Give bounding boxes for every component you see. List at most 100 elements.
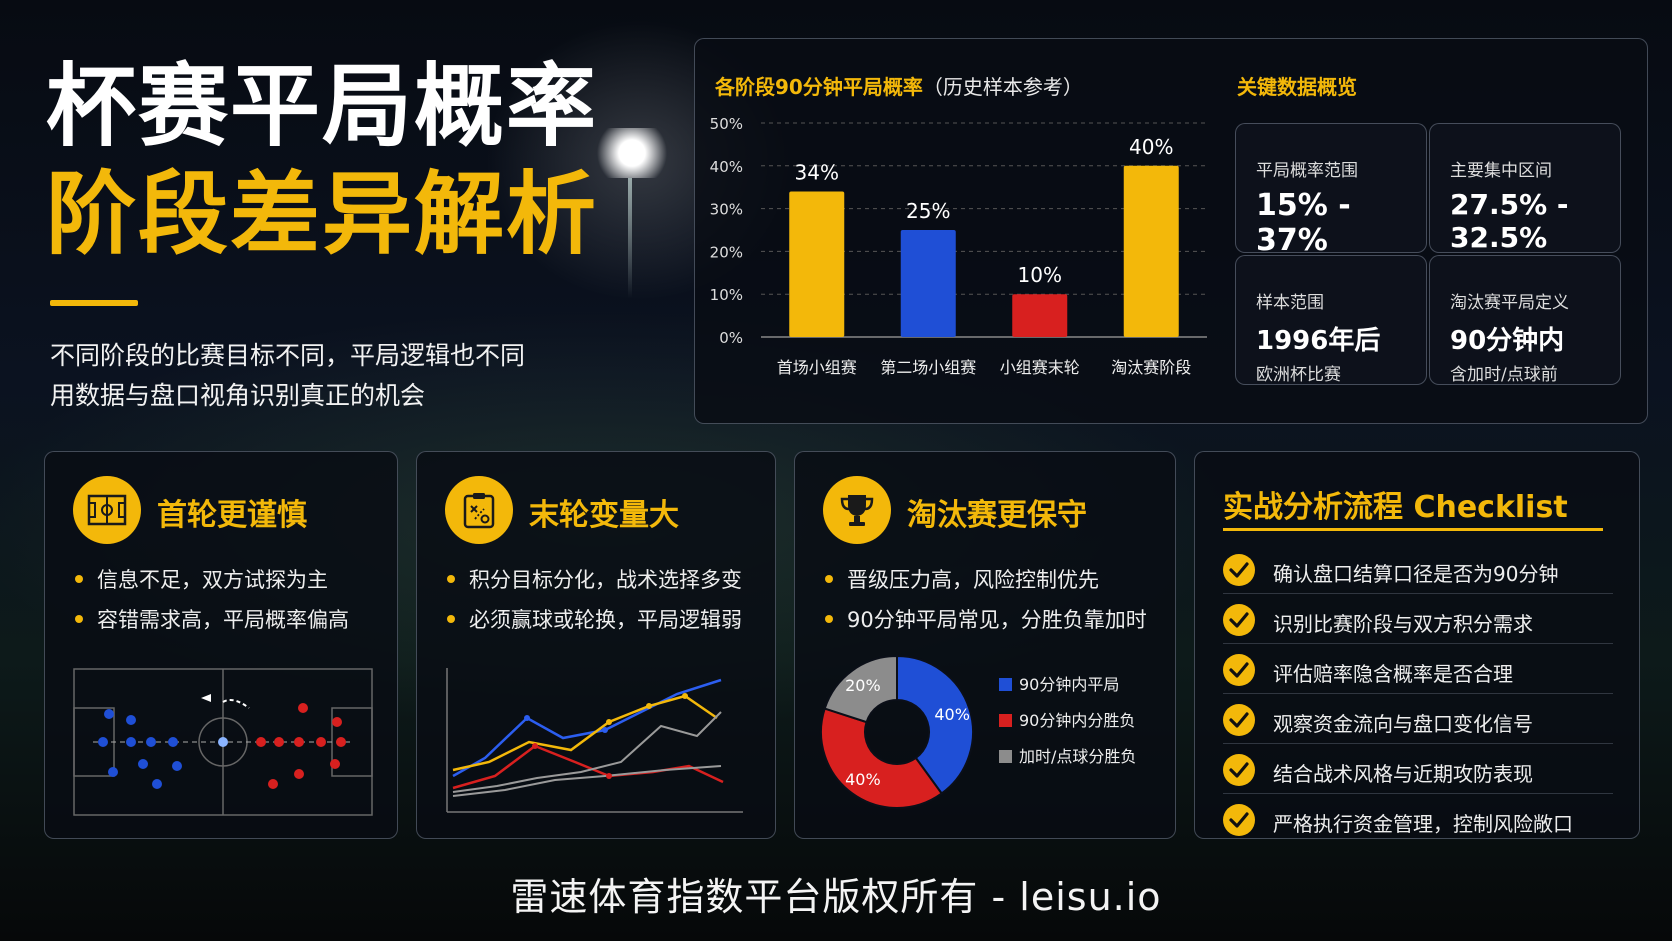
title-underline <box>50 300 138 306</box>
check-icon <box>1223 754 1255 786</box>
legend-label: 加时/点球分胜负 <box>1019 747 1136 766</box>
checklist-item-text: 观察资金流向与盘口变化信号 <box>1273 712 1533 736</box>
draw-rate-chart-panel: 各阶段90分钟平局概率（历史样本参考） 0% 10% 20% 30% 40% 50% 34%… <box>694 38 1648 424</box>
floodlight-pole <box>628 178 632 298</box>
bar-value-label: 25% <box>906 199 950 223</box>
main-title-line1: 杯赛平局概率 <box>46 54 598 159</box>
card-bullet: 必须赢球或轮换，平局逻辑弱 <box>447 604 742 634</box>
donut-slice <box>820 707 944 809</box>
tactics-board-icon <box>73 476 141 544</box>
check-icon <box>1223 704 1255 736</box>
key-data-card-main-interval: 主要集中区间 27.5% - 32.5% <box>1429 123 1621 254</box>
legend-label: 90分钟内分胜负 <box>1019 711 1135 730</box>
key-data-value: 27.5% - 32.5% <box>1450 188 1569 254</box>
clipboard-strategy-icon <box>445 476 513 544</box>
main-title-line2: 阶段差异解析 <box>46 162 598 267</box>
card-title: 首轮更谨慎 <box>157 498 307 533</box>
card-first-round: 首轮更谨慎 信息不足，双方试探为主 容错需求高，平局概率偏高 <box>44 451 398 839</box>
card-bullet: 90分钟平局常见，分胜负靠加时 <box>825 604 1147 634</box>
card-bullet: 容错需求高，平局概率偏高 <box>75 604 349 634</box>
trend-lines-illustration <box>446 668 743 813</box>
key-data-card-knockout-definition: 淘汰赛平局定义 90分钟内 含加时/点球前 <box>1429 255 1621 385</box>
key-data-label: 样本范围 <box>1256 293 1324 313</box>
key-data-label: 平局概率范围 <box>1256 161 1358 181</box>
trophy-icon <box>823 476 891 544</box>
subtitle-line2: 用数据与盘口视角识别真正的机会 <box>50 381 426 410</box>
card-bullet: 信息不足，双方试探为主 <box>75 564 328 594</box>
footer-copyright: 雷速体育指数平台版权所有 - leisu.io <box>510 875 1162 919</box>
checklist-item-text: 严格执行资金管理，控制风险敞口 <box>1273 812 1573 836</box>
bar <box>789 191 845 337</box>
check-icon <box>1223 554 1255 586</box>
bar-value-label: 34% <box>795 160 839 184</box>
check-icon <box>1223 654 1255 686</box>
bar-chart-title-note: （历史样本参考） <box>922 75 1083 99</box>
card-title: 淘汰赛更保守 <box>907 498 1087 533</box>
bullet-text: 容错需求高，平局概率偏高 <box>97 608 349 632</box>
checklist-item: 结合战术风格与近期攻防表现 <box>1223 746 1613 794</box>
bar <box>1123 165 1179 337</box>
bullet-text: 90分钟平局常见，分胜负靠加时 <box>847 608 1147 632</box>
tactics-pitch-illustration <box>73 668 373 816</box>
donut-slice <box>823 654 898 724</box>
x-category-label: 第二场小组赛 <box>880 358 976 377</box>
bar-value-label: 40% <box>1129 135 1173 159</box>
bar <box>900 230 956 337</box>
card-final-round: 末轮变量大 积分目标分化，战术选择多变 必须赢球或轮换，平局逻辑弱 <box>416 451 776 839</box>
checklist-title-underline <box>1223 528 1603 531</box>
checklist-item-text: 识别比赛阶段与双方积分需求 <box>1273 612 1533 636</box>
donut-value-label: 40% <box>934 705 970 724</box>
subtitle-line1: 不同阶段的比赛目标不同，平局逻辑也不同 <box>50 341 526 370</box>
key-data-card-draw-range: 平局概率范围 15% - 37% <box>1235 123 1427 258</box>
legend-swatch <box>999 750 1012 763</box>
checklist-item-text: 结合战术风格与近期攻防表现 <box>1273 762 1533 786</box>
checklist-item: 识别比赛阶段与双方积分需求 <box>1223 596 1613 644</box>
checklist-item: 评估赔率隐含概率是否合理 <box>1223 646 1613 694</box>
x-category-label: 小组赛末轮 <box>1000 358 1080 377</box>
checklist-panel: 实战分析流程 Checklist 确认盘口结算口径是否为90分钟 识别比赛阶段与双… <box>1194 451 1640 839</box>
y-tick-label: 20% <box>710 243 743 261</box>
bar-chart: 0% 10% 20% 30% 40% 50% 34% 首场小组赛 25% 第二场小组赛 10% 小组赛… <box>710 115 1207 377</box>
donut-slice <box>896 654 974 795</box>
card-bullet: 积分目标分化，战术选择多变 <box>447 564 742 594</box>
x-category-label: 首场小组赛 <box>777 358 857 377</box>
card-knockout: 淘汰赛更保守 晋级压力高，风险控制优先 90分钟平局常见，分胜负靠加时 40% 4… <box>794 451 1176 839</box>
y-tick-label: 0% <box>719 329 743 347</box>
legend-label: 90分钟内平局 <box>1019 675 1119 694</box>
checklist-item-text: 评估赔率隐含概率是否合理 <box>1273 662 1513 686</box>
bar-value-label: 10% <box>1018 263 1062 287</box>
card-title: 末轮变量大 <box>529 498 679 533</box>
key-data-value: 90分钟内 <box>1450 326 1565 356</box>
key-data-label: 淘汰赛平局定义 <box>1450 293 1569 313</box>
key-data-title: 关键数据概览 <box>1237 75 1357 99</box>
legend-swatch <box>999 714 1012 727</box>
card-bullet: 晋级压力高，风险控制优先 <box>825 564 1099 594</box>
stadium-floodlight <box>596 128 668 178</box>
checklist-item-text: 确认盘口结算口径是否为90分钟 <box>1273 562 1559 586</box>
bullet-text: 积分目标分化，战术选择多变 <box>469 568 742 592</box>
bar <box>1012 294 1068 337</box>
checklist-title: 实战分析流程 Checklist <box>1223 490 1568 525</box>
bullet-text: 信息不足，双方试探为主 <box>97 568 328 592</box>
key-data-label: 主要集中区间 <box>1450 161 1552 181</box>
key-data-value: 15% - 37% <box>1256 188 1351 258</box>
checklist-item: 严格执行资金管理，控制风险敞口 <box>1223 796 1613 844</box>
key-data-value: 1996年后 <box>1256 326 1381 356</box>
y-tick-label: 10% <box>710 286 743 304</box>
bullet-text: 必须赢球或轮换，平局逻辑弱 <box>469 608 742 632</box>
bar-chart-title-main: 各阶段90分钟平局概率 <box>715 75 923 99</box>
donut-value-label: 20% <box>845 676 881 695</box>
x-category-label: 淘汰赛阶段 <box>1111 358 1191 377</box>
key-data-card-sample-range: 样本范围 1996年后 欧洲杯比赛 <box>1235 255 1427 385</box>
legend-swatch <box>999 678 1012 691</box>
checklist-item: 确认盘口结算口径是否为90分钟 <box>1223 546 1613 594</box>
y-tick-label: 30% <box>710 201 743 219</box>
key-data-sub: 含加时/点球前 <box>1450 365 1558 385</box>
y-tick-label: 50% <box>710 115 743 133</box>
donut-value-label: 40% <box>845 770 881 789</box>
key-data-sub: 欧洲杯比赛 <box>1256 365 1341 385</box>
check-icon <box>1223 604 1255 636</box>
bullet-text: 晋级压力高，风险控制优先 <box>847 568 1099 592</box>
check-icon <box>1223 804 1255 836</box>
